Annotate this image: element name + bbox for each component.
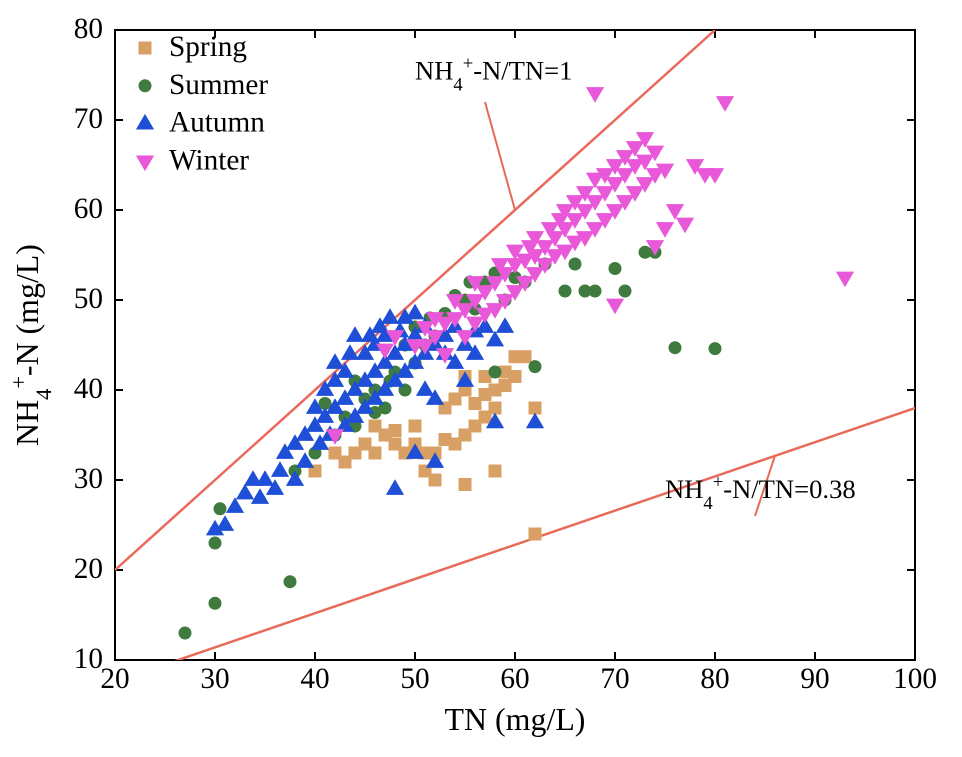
y-tick-label: 50	[74, 283, 103, 315]
x-tick-label: 50	[400, 663, 429, 695]
scatter-chart: 2030405060708090100TN (mg/L)102030405060…	[0, 0, 962, 757]
x-tick-label: 60	[500, 663, 529, 695]
legend-label-summer: Summer	[169, 69, 268, 101]
x-tick-label: 70	[600, 663, 629, 695]
y-tick-label: 10	[74, 643, 103, 675]
x-tick-label: 100	[893, 663, 937, 695]
chart-svg: 2030405060708090100TN (mg/L)102030405060…	[0, 0, 962, 757]
legend-label-autumn: Autumn	[169, 107, 265, 139]
y-tick-label: 40	[74, 373, 103, 405]
x-tick-label: 30	[200, 663, 229, 695]
y-tick-label: 80	[74, 13, 103, 45]
x-tick-label: 80	[700, 663, 729, 695]
y-tick-label: 70	[74, 103, 103, 135]
y-tick-label: 30	[74, 463, 103, 495]
y-tick-label: 60	[74, 193, 103, 225]
x-axis-label: TN (mg/L)	[445, 702, 586, 737]
x-tick-label: 40	[300, 663, 329, 695]
legend-label-spring: Spring	[169, 31, 247, 63]
y-tick-label: 20	[74, 553, 103, 585]
x-tick-label: 20	[100, 663, 129, 695]
legend-label-winter: Winter	[169, 144, 249, 176]
x-tick-label: 90	[800, 663, 829, 695]
